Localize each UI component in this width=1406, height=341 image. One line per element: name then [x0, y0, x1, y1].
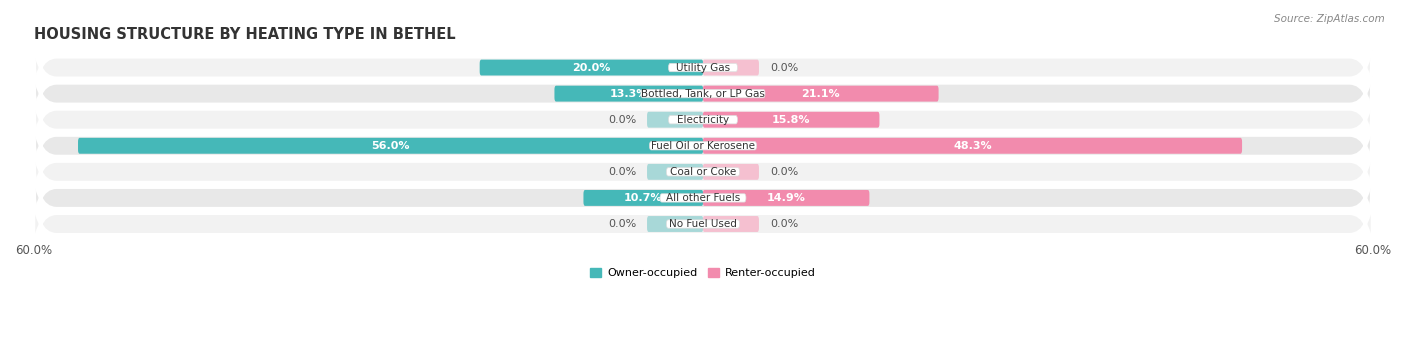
Text: Utility Gas: Utility Gas	[676, 62, 730, 73]
Text: Electricity: Electricity	[676, 115, 730, 125]
FancyBboxPatch shape	[34, 25, 1372, 110]
FancyBboxPatch shape	[34, 103, 1372, 189]
Text: 0.0%: 0.0%	[770, 219, 799, 229]
FancyBboxPatch shape	[77, 138, 703, 154]
Text: 0.0%: 0.0%	[770, 167, 799, 177]
FancyBboxPatch shape	[554, 86, 703, 102]
FancyBboxPatch shape	[668, 63, 738, 72]
FancyBboxPatch shape	[34, 129, 1372, 214]
FancyBboxPatch shape	[650, 142, 756, 150]
Text: 21.1%: 21.1%	[801, 89, 839, 99]
FancyBboxPatch shape	[34, 181, 1372, 267]
Text: Coal or Coke: Coal or Coke	[669, 167, 737, 177]
Legend: Owner-occupied, Renter-occupied: Owner-occupied, Renter-occupied	[586, 264, 820, 283]
Text: 56.0%: 56.0%	[371, 141, 409, 151]
Text: Fuel Oil or Kerosene: Fuel Oil or Kerosene	[651, 141, 755, 151]
FancyBboxPatch shape	[647, 216, 703, 232]
FancyBboxPatch shape	[34, 51, 1372, 136]
Text: 14.9%: 14.9%	[766, 193, 806, 203]
FancyBboxPatch shape	[703, 164, 759, 180]
FancyBboxPatch shape	[583, 190, 703, 206]
FancyBboxPatch shape	[641, 89, 765, 98]
Text: 48.3%: 48.3%	[953, 141, 991, 151]
FancyBboxPatch shape	[703, 216, 759, 232]
Text: 0.0%: 0.0%	[607, 219, 636, 229]
FancyBboxPatch shape	[647, 164, 703, 180]
Text: No Fuel Used: No Fuel Used	[669, 219, 737, 229]
FancyBboxPatch shape	[703, 112, 879, 128]
Text: 10.7%: 10.7%	[624, 193, 662, 203]
FancyBboxPatch shape	[34, 155, 1372, 241]
FancyBboxPatch shape	[703, 60, 759, 75]
Text: 0.0%: 0.0%	[770, 62, 799, 73]
FancyBboxPatch shape	[703, 86, 939, 102]
Text: 15.8%: 15.8%	[772, 115, 810, 125]
FancyBboxPatch shape	[647, 112, 703, 128]
Text: 20.0%: 20.0%	[572, 62, 610, 73]
Text: 0.0%: 0.0%	[607, 167, 636, 177]
FancyBboxPatch shape	[703, 190, 869, 206]
Text: Bottled, Tank, or LP Gas: Bottled, Tank, or LP Gas	[641, 89, 765, 99]
Text: 13.3%: 13.3%	[610, 89, 648, 99]
FancyBboxPatch shape	[666, 220, 740, 228]
FancyBboxPatch shape	[659, 194, 747, 202]
FancyBboxPatch shape	[479, 60, 703, 75]
Text: Source: ZipAtlas.com: Source: ZipAtlas.com	[1274, 14, 1385, 24]
Text: All other Fuels: All other Fuels	[666, 193, 740, 203]
FancyBboxPatch shape	[666, 168, 740, 176]
FancyBboxPatch shape	[34, 77, 1372, 162]
Text: 0.0%: 0.0%	[607, 115, 636, 125]
Text: HOUSING STRUCTURE BY HEATING TYPE IN BETHEL: HOUSING STRUCTURE BY HEATING TYPE IN BET…	[34, 28, 456, 43]
FancyBboxPatch shape	[703, 138, 1241, 154]
FancyBboxPatch shape	[668, 116, 738, 124]
